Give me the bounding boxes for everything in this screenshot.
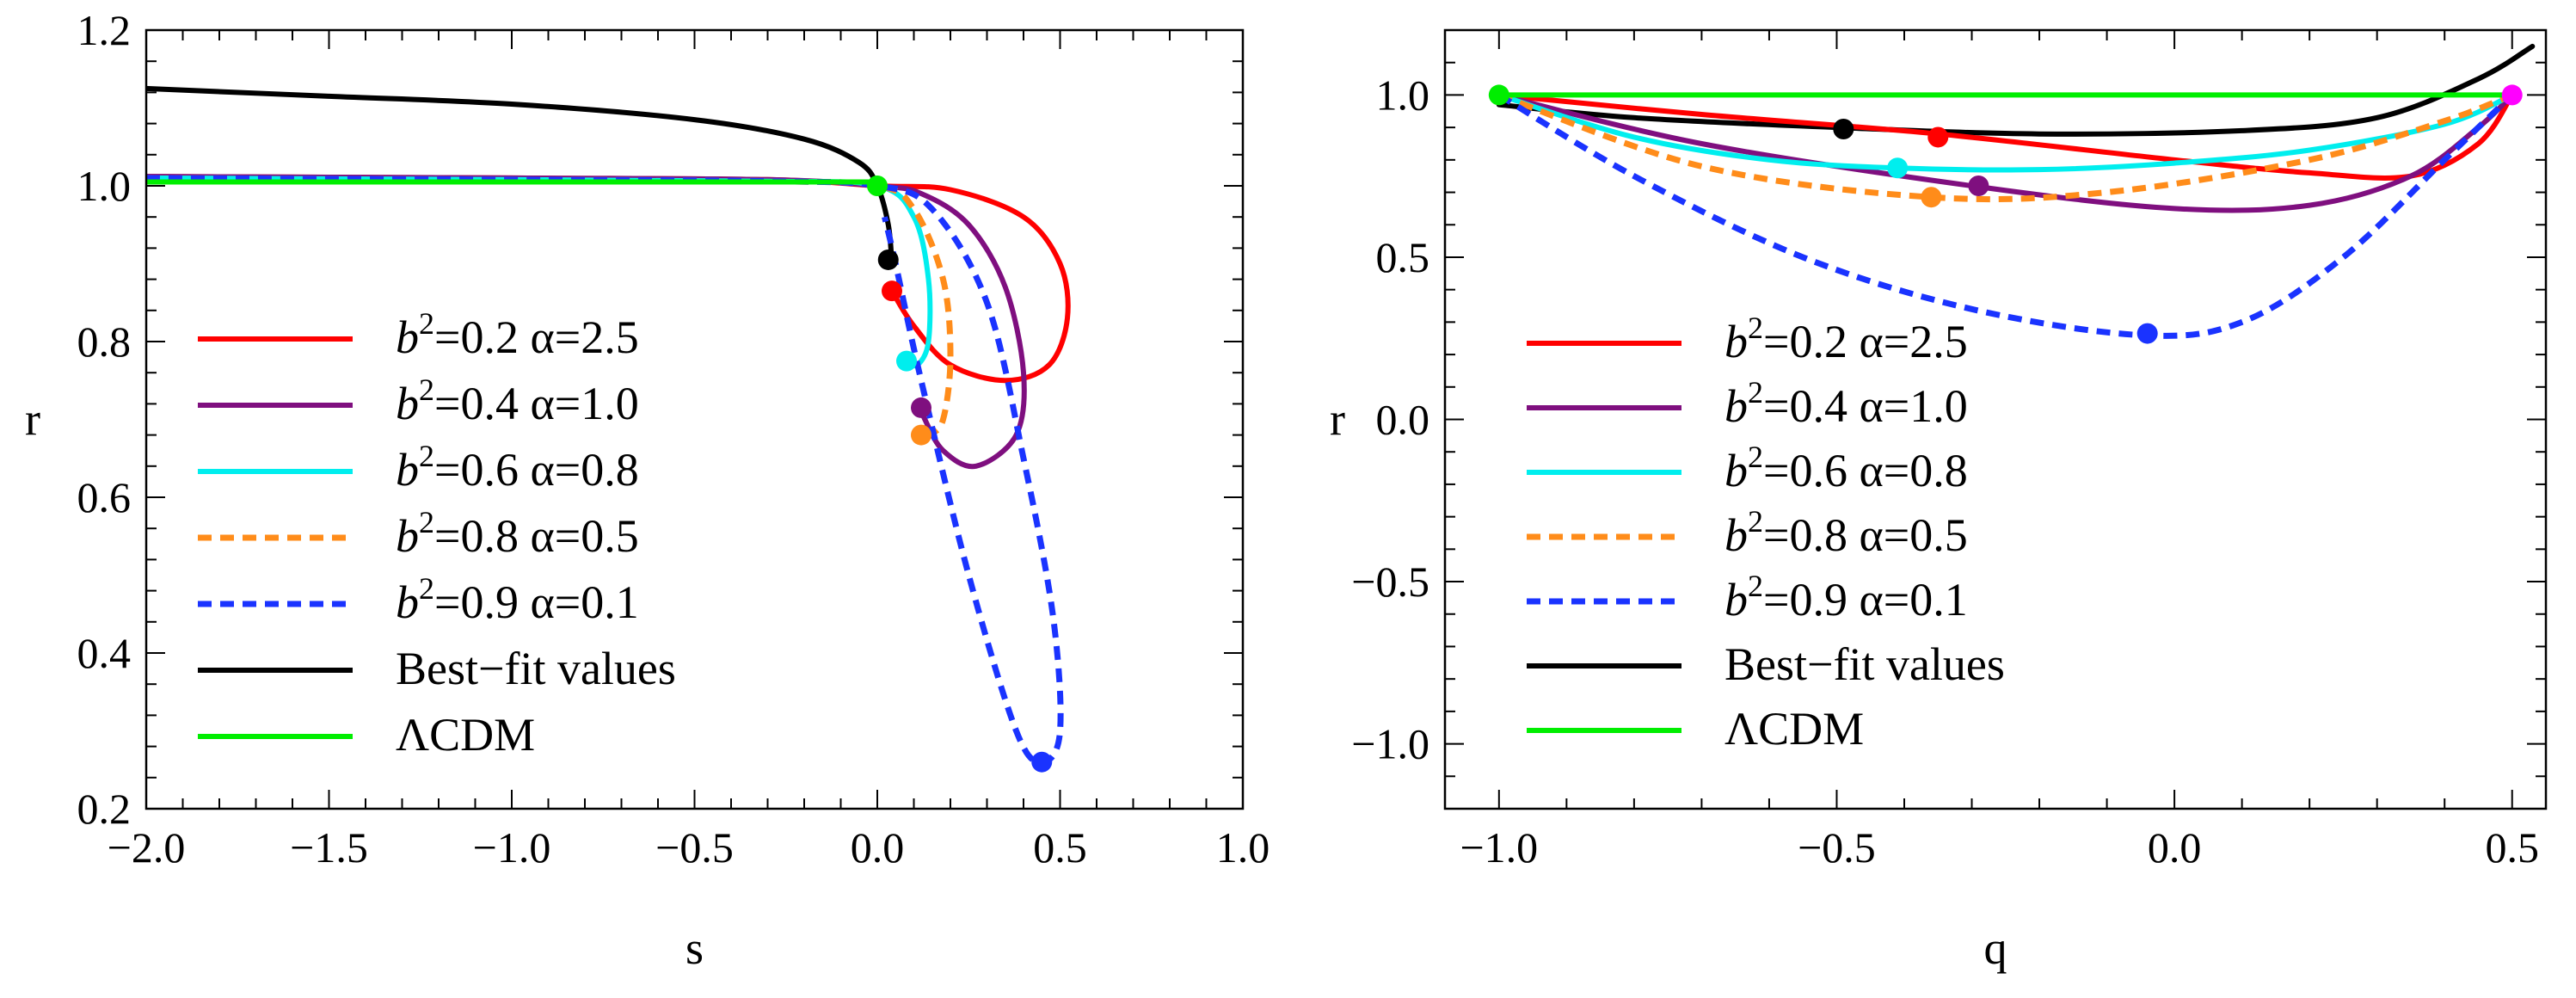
- legend-entry: b2=0.9 α=0.1: [1725, 569, 1968, 625]
- series-line-6: [1496, 43, 2536, 137]
- y-tick-label: 1.2: [77, 6, 132, 54]
- chart-panel-2: −1.0 −0.5 0.0 0.5 −1.0 −0.5 0.0 0.5 1.0 q r b2=0.2 …: [1330, 28, 2548, 974]
- y-tick-label: 1.0: [77, 162, 132, 210]
- series-line-2: [1496, 92, 2515, 213]
- legend-entry: b2=0.2 α=2.5: [396, 306, 639, 363]
- y-tick-label: 0.0: [1376, 396, 1430, 444]
- x-tick-label: 0.0: [851, 823, 905, 872]
- legend-entry: b2=0.8 α=0.5: [1725, 504, 1968, 561]
- legend-entry: b2=0.8 α=0.5: [396, 505, 639, 562]
- y-axis-label: r: [1330, 394, 1345, 446]
- x-axis-label: q: [1984, 922, 2007, 974]
- plot-area: [146, 85, 1071, 766]
- series-marker-4: [911, 424, 931, 446]
- series-marker-5: [1031, 751, 1053, 773]
- x-tick-label: −1.5: [290, 823, 368, 872]
- series-line-5: [146, 175, 1064, 766]
- series-marker-2: [1968, 176, 1989, 196]
- y-tick-label: 0.2: [77, 785, 132, 833]
- y-tick-label: −1.0: [1351, 720, 1429, 768]
- x-tick-label: 1.0: [1216, 823, 1270, 872]
- legend-entry: b2=0.6 α=0.8: [396, 439, 639, 496]
- y-tick-label: 0.4: [77, 629, 132, 677]
- series-line-1: [1496, 92, 2515, 181]
- x-tick-label: −1.0: [1460, 823, 1538, 872]
- series-marker-7: [867, 176, 888, 196]
- y-tick-label: 0.5: [1376, 233, 1430, 281]
- legend-entry: b2=0.2 α=2.5: [1725, 311, 1968, 367]
- ticks: [145, 29, 1244, 810]
- legend: b2=0.2 α=2.5 b2=0.4 α=1.0 b2=0.6 α=0.8 b2=0…: [1527, 311, 2005, 755]
- y-tick-label: 1.0: [1376, 71, 1430, 119]
- x-tick-label: 0.5: [1033, 823, 1087, 872]
- series-line-4: [1497, 92, 2513, 203]
- x-tick-label: −2.0: [108, 823, 186, 872]
- y-axis-label: r: [25, 394, 40, 446]
- series-line-5: [1497, 92, 2515, 339]
- ticks: [1445, 29, 2546, 810]
- y-tick-label: 0.8: [77, 317, 132, 366]
- legend-entry: b2=0.6 α=0.8: [1725, 440, 1968, 496]
- legend-entry: ΛCDM: [396, 709, 535, 761]
- legend: b2=0.2 α=2.5 b2=0.4 α=1.0 b2=0.6 α=0.8 b2=0…: [198, 306, 676, 761]
- series-marker-3: [896, 350, 917, 372]
- y-tick-label: 0.6: [77, 473, 132, 521]
- series-marker-5: [2136, 323, 2158, 344]
- series-marker-4: [1921, 187, 1942, 208]
- plot-area: [1496, 43, 2536, 339]
- x-tick-label: 0.5: [2485, 823, 2539, 872]
- legend-entry: Best−fit values: [1725, 638, 2005, 690]
- series-marker-7: [1488, 84, 1509, 106]
- series-marker-6: [877, 249, 899, 270]
- legend-entry: b2=0.4 α=1.0: [396, 373, 639, 429]
- legend-entry: ΛCDM: [1725, 703, 1864, 755]
- series-marker-1: [882, 280, 902, 302]
- series-marker-6: [1833, 119, 1854, 140]
- legend-entry: Best−fit values: [396, 643, 676, 694]
- series-endpoint-marker: [2501, 84, 2523, 106]
- series-marker-1: [1927, 126, 1949, 148]
- plot-frame: [1443, 28, 2548, 810]
- y-tick-label: −0.5: [1351, 558, 1429, 606]
- x-tick-label: 0.0: [2148, 823, 2202, 872]
- legend-entry: b2=0.9 α=0.1: [396, 571, 639, 628]
- legend-entry: b2=0.4 α=1.0: [1725, 375, 1968, 432]
- x-tick-label: −0.5: [1798, 823, 1876, 872]
- x-tick-label: −1.0: [473, 823, 551, 872]
- plot-frame: [144, 28, 1245, 810]
- series-marker-3: [1887, 157, 1909, 179]
- chart-panel-1: −2.0 −1.5 −1.0 −0.5 0.0 0.5 1.0 0.2 0.4 0.6 0.8 1.0…: [25, 6, 1270, 974]
- x-tick-label: −0.5: [655, 823, 734, 872]
- x-axis-label: s: [685, 922, 704, 974]
- series-marker-2: [911, 397, 931, 418]
